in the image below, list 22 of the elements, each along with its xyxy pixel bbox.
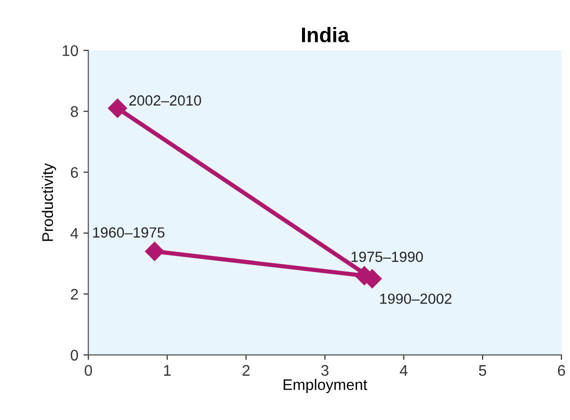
y-axis-title: Productivity bbox=[42, 163, 56, 241]
x-tick-label: 6 bbox=[558, 365, 566, 376]
x-tick-label: 0 bbox=[84, 365, 92, 376]
y-tick-label: 4 bbox=[70, 228, 78, 239]
y-tick-label: 2 bbox=[70, 288, 78, 300]
y-tick-label: 0 bbox=[70, 350, 78, 361]
x-axis-title: Employment bbox=[284, 378, 368, 394]
point bbox=[145, 242, 164, 261]
x-tick-label: 5 bbox=[478, 365, 486, 376]
x-tick-label: 4 bbox=[400, 365, 408, 376]
x-tick-label: 2 bbox=[242, 365, 250, 376]
annotation: 1960–1975 bbox=[93, 227, 164, 238]
annotation: 2002–2010 bbox=[129, 95, 202, 106]
y-tick-label: 8 bbox=[70, 106, 78, 117]
y-tick-label: 10 bbox=[62, 45, 78, 56]
point bbox=[108, 98, 128, 118]
annotation: 1975–1990 bbox=[352, 252, 423, 262]
x-tick-label: 3 bbox=[321, 365, 328, 376]
x-tick-label: 1 bbox=[164, 365, 171, 376]
annotation: 1990–2002 bbox=[380, 294, 452, 304]
y-tick-label: 6 bbox=[70, 167, 78, 178]
chart-title: India bbox=[302, 26, 350, 42]
